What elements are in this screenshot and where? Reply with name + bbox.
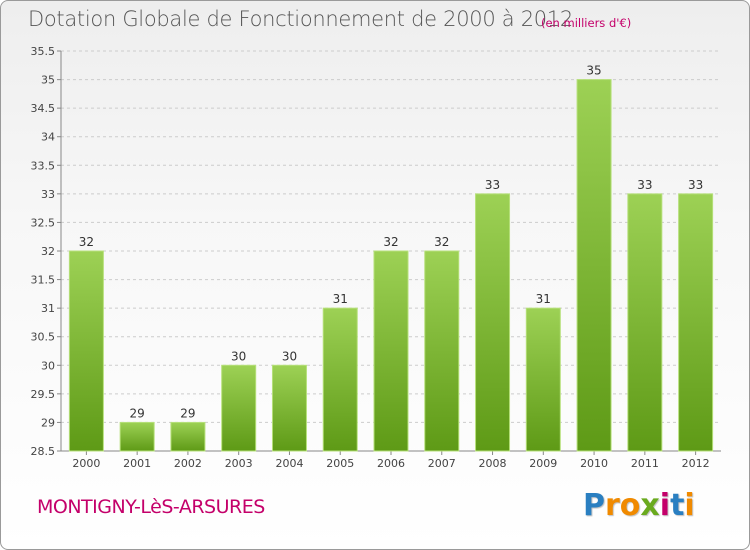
bar-2003 [221, 364, 257, 452]
x-tick-label-2004: 2004 [275, 457, 303, 470]
y-tick-label: 31.5 [31, 274, 56, 287]
logo-letter: P [583, 488, 605, 523]
bar-2012 [678, 193, 714, 452]
logo-letter: i [684, 488, 695, 523]
y-tick-label: 33.5 [31, 159, 56, 172]
y-tick-label: 34 [41, 131, 55, 144]
y-tick-label: 30 [41, 359, 55, 372]
y-tick-label: 29.5 [31, 388, 56, 401]
x-tick-label-2003: 2003 [225, 457, 253, 470]
bar-2002 [170, 421, 206, 452]
proxiti-logo: Proxiti [583, 488, 695, 523]
x-tick-label-2010: 2010 [580, 457, 608, 470]
x-tick-label-2002: 2002 [174, 457, 202, 470]
data-label-2004: 30 [282, 349, 297, 363]
x-tick-label-2001: 2001 [123, 457, 151, 470]
data-label-2012: 33 [688, 178, 703, 192]
logo-letter: o [619, 488, 641, 523]
data-label-2011: 33 [637, 178, 652, 192]
logo-letter: t [670, 488, 685, 523]
data-label-2001: 29 [130, 406, 145, 420]
bar-2007 [424, 250, 460, 452]
y-tick-label: 35.5 [31, 45, 56, 58]
y-tick-label: 32.5 [31, 216, 56, 229]
data-label-2007: 32 [434, 235, 449, 249]
y-tick-label: 28.5 [31, 445, 56, 458]
x-tick-label-2006: 2006 [377, 457, 405, 470]
data-label-2005: 31 [333, 292, 348, 306]
data-label-2006: 32 [383, 235, 398, 249]
commune-name: MONTIGNY-LèS-ARSURES [37, 496, 265, 518]
data-label-2003: 30 [231, 349, 246, 363]
bar-2010 [576, 79, 612, 452]
y-tick-label: 35 [41, 74, 55, 87]
y-tick-label: 30.5 [31, 331, 56, 344]
data-label-2008: 33 [485, 178, 500, 192]
x-tick-label-2007: 2007 [428, 457, 456, 470]
bar-2000 [68, 250, 104, 452]
data-label-2010: 35 [586, 64, 601, 78]
x-tick-label-2012: 2012 [682, 457, 710, 470]
data-label-2009: 31 [536, 292, 551, 306]
y-tick-label: 31 [41, 302, 55, 315]
x-tick-label-2011: 2011 [631, 457, 659, 470]
bar-2009 [525, 307, 561, 452]
bar-2004 [271, 364, 307, 452]
bar-2011 [627, 193, 663, 452]
y-tick-label: 34.5 [31, 102, 56, 115]
chart-title: Dotation Globale de Fonctionnement de 20… [28, 7, 573, 31]
bar-2006 [373, 250, 409, 452]
y-tick-label: 29 [41, 416, 55, 429]
x-tick-label-2005: 2005 [326, 457, 354, 470]
y-tick-label: 32 [41, 245, 55, 258]
x-tick-label-2008: 2008 [479, 457, 507, 470]
bar-2005 [322, 307, 358, 452]
x-tick-label-2000: 2000 [72, 457, 100, 470]
unit-note: (en milliers d'€) [541, 16, 632, 30]
data-label-2002: 29 [180, 406, 195, 420]
logo-letter: i [659, 488, 671, 523]
bar-2008 [475, 193, 511, 452]
data-labels: 32 29 29 30 30 31 32 32 33 31 35 33 33 [79, 64, 704, 421]
y-tick-label: 33 [41, 188, 55, 201]
logo-letter: r [605, 488, 620, 523]
bar-2001 [119, 421, 155, 452]
bars [68, 79, 714, 452]
data-label-2000: 32 [79, 235, 94, 249]
logo-letter: x [640, 488, 660, 523]
x-tick-label-2009: 2009 [529, 457, 557, 470]
